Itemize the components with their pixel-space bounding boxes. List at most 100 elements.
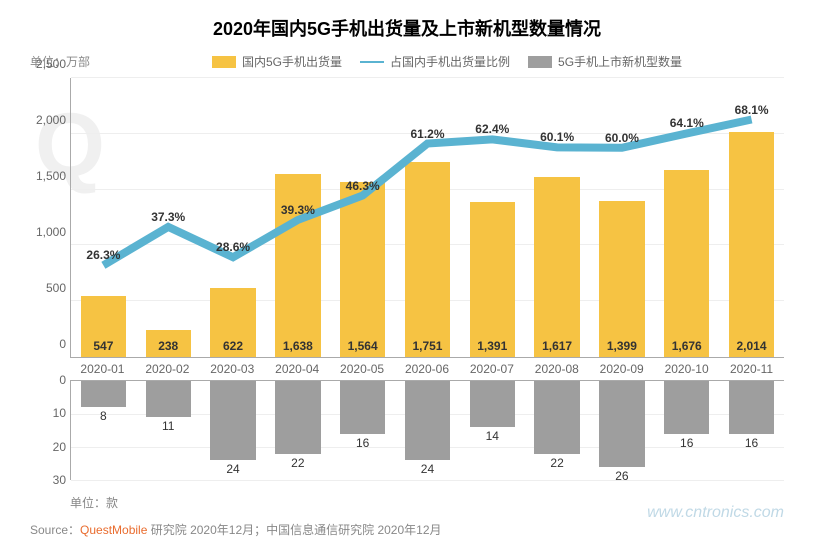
- bar-value-label: 1,751: [405, 339, 450, 353]
- x-tick: 2020-07: [459, 358, 524, 376]
- bar-bottom: 22: [275, 381, 320, 454]
- bar-column: 1,399: [590, 78, 655, 357]
- legend: 国内5G手机出货量 占国内手机出货量比例 5G手机上市新机型数量: [110, 53, 784, 70]
- bar-value-label: 1,617: [534, 339, 579, 353]
- swatch-bar-bottom: [528, 56, 552, 68]
- bar-bottom-value-label: 24: [210, 460, 255, 476]
- watermark: www.cntronics.com: [647, 504, 784, 522]
- bar-column-bottom: 24: [201, 381, 266, 480]
- x-tick: 2020-02: [135, 358, 200, 376]
- bar-column: 1,617: [525, 78, 590, 357]
- pct-label: 62.4%: [475, 123, 509, 137]
- bar-value-label: 1,676: [664, 339, 709, 353]
- bar-bottom: 11: [146, 381, 191, 417]
- bar-bottom: 16: [729, 381, 774, 434]
- bar-value-label: 1,391: [470, 339, 515, 353]
- x-axis: 2020-012020-022020-032020-042020-052020-…: [70, 358, 784, 376]
- bar-top: 622: [210, 288, 255, 357]
- bar-bottom: 24: [405, 381, 450, 460]
- bar-value-label: 1,564: [340, 339, 385, 353]
- bar-column-bottom: 16: [719, 381, 784, 480]
- legend-bar-top: 国内5G手机出货量: [212, 53, 342, 70]
- pct-label: 61.2%: [410, 127, 444, 141]
- plot-bottom: 811242216241422261616: [70, 380, 784, 480]
- bar-column: 622: [201, 78, 266, 357]
- y-tick: 2,000: [36, 113, 66, 127]
- bar-column-bottom: 14: [460, 381, 525, 480]
- y-tick: 500: [46, 281, 66, 295]
- bar-bottom: 14: [470, 381, 515, 427]
- bar-value-label: 547: [81, 339, 126, 353]
- x-tick: 2020-11: [719, 358, 784, 376]
- y-tick-bottom: 20: [53, 440, 66, 454]
- bar-bottom: 8: [81, 381, 126, 407]
- y-axis-top: 05001,0001,5002,0002,500: [30, 78, 70, 358]
- bar-top: 1,638: [275, 174, 320, 357]
- bar-top: 1,617: [534, 177, 579, 357]
- bar-column: 547: [71, 78, 136, 357]
- pct-label: 46.3%: [346, 179, 380, 193]
- bar-top: 2,014: [729, 132, 774, 357]
- chart-title: 2020年国内5G手机出货量及上市新机型数量情况: [30, 15, 784, 41]
- bar-bottom-value-label: 11: [146, 417, 191, 433]
- pct-label: 28.6%: [216, 240, 250, 254]
- bar-column: 1,751: [395, 78, 460, 357]
- bar-bottom-value-label: 16: [664, 434, 709, 450]
- x-tick: 2020-04: [265, 358, 330, 376]
- bar-bottom-value-label: 14: [470, 427, 515, 443]
- y-tick: 2,500: [36, 57, 66, 71]
- bar-column-bottom: 26: [590, 381, 655, 480]
- swatch-line: [360, 61, 384, 63]
- y-tick-bottom: 10: [53, 406, 66, 420]
- bar-bottom: 24: [210, 381, 255, 460]
- bar-bottom-value-label: 16: [340, 434, 385, 450]
- bar-bottom-value-label: 16: [729, 434, 774, 450]
- pct-label: 68.1%: [735, 103, 769, 117]
- bar-column-bottom: 16: [654, 381, 719, 480]
- bar-top: 1,751: [405, 162, 450, 357]
- bar-top: 1,564: [340, 182, 385, 357]
- plot-top: 547 238 622 1,638 1,564 1,751 1,391 1,617 1,399 1…: [70, 78, 784, 358]
- bar-top: 1,676: [664, 170, 709, 357]
- x-tick: 2020-05: [330, 358, 395, 376]
- y-tick: 1,500: [36, 169, 66, 183]
- x-tick: 2020-01: [70, 358, 135, 376]
- pct-label: 60.0%: [605, 131, 639, 145]
- bar-bottom-value-label: 8: [81, 407, 126, 423]
- bar-column-bottom: 16: [330, 381, 395, 480]
- bar-top: 238: [146, 330, 191, 357]
- bar-top: 1,399: [599, 201, 644, 357]
- source-prefix: Source：: [30, 523, 80, 537]
- bar-bottom-value-label: 24: [405, 460, 450, 476]
- y-tick: 0: [59, 337, 66, 351]
- y-tick: 1,000: [36, 225, 66, 239]
- source-highlight: QuestMobile: [80, 523, 147, 537]
- x-tick: 2020-09: [589, 358, 654, 376]
- x-tick: 2020-10: [654, 358, 719, 376]
- bar-column: 2,014: [719, 78, 784, 357]
- legend-line-label: 占国内手机出货量比例: [390, 53, 510, 70]
- pct-label: 64.1%: [670, 117, 704, 131]
- y-axis-bottom: 0102030: [30, 380, 70, 480]
- bar-bottom: 16: [340, 381, 385, 434]
- bar-bottom-value-label: 26: [599, 467, 644, 483]
- legend-bar-bottom-label: 5G手机上市新机型数量: [558, 53, 682, 70]
- pct-label: 39.3%: [281, 203, 315, 217]
- bar-bottom-value-label: 22: [275, 454, 320, 470]
- pct-label: 60.1%: [540, 131, 574, 145]
- y-tick-bottom: 0: [59, 373, 66, 387]
- bar-column: 1,391: [460, 78, 525, 357]
- source-rest: 研究院 2020年12月；中国信息通信研究院 2020年12月: [147, 523, 441, 537]
- bar-top: 1,391: [470, 202, 515, 357]
- bar-bottom-value-label: 22: [534, 454, 579, 470]
- bar-column: 1,564: [330, 78, 395, 357]
- pct-label: 26.3%: [86, 248, 120, 262]
- bar-column-bottom: 8: [71, 381, 136, 480]
- bottom-chart: 0102030 811242216241422261616: [30, 380, 784, 480]
- x-tick: 2020-08: [524, 358, 589, 376]
- bar-column-bottom: 22: [265, 381, 330, 480]
- bar-value-label: 2,014: [729, 339, 774, 353]
- x-tick: 2020-06: [395, 358, 460, 376]
- x-tick: 2020-03: [200, 358, 265, 376]
- bar-bottom: 22: [534, 381, 579, 454]
